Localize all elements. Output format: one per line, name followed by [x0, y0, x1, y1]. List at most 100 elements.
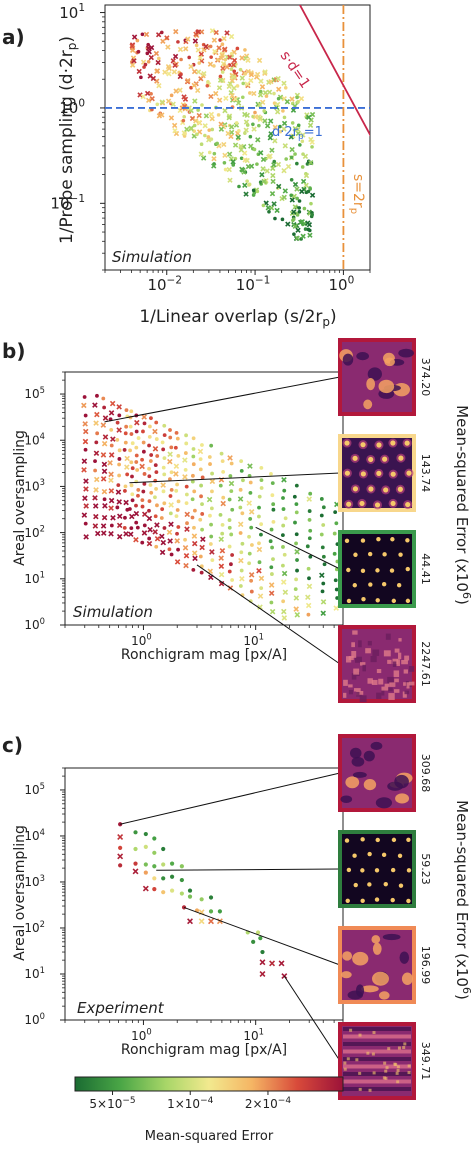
data-cross [212, 48, 218, 55]
data-point [241, 478, 245, 483]
data-cross [266, 154, 272, 160]
data-point [134, 429, 139, 434]
panel-c-ticks: 100 101 100 101 102 103 104 105 [24, 767, 344, 1043]
data-cross [281, 80, 287, 86]
data-cross [117, 853, 124, 860]
data-cross [191, 540, 198, 547]
data-cross [81, 512, 88, 518]
data-point [117, 457, 122, 461]
data-cross [245, 57, 251, 64]
inset-connector [196, 564, 341, 665]
data-point [251, 122, 255, 127]
data-point [147, 443, 151, 448]
colorbar-tick-label: 2×10−4 [245, 1096, 292, 1111]
data-cross [268, 78, 274, 85]
data-point [184, 441, 189, 446]
inset-image: 349.71 [283, 975, 432, 1100]
data-cross [222, 108, 228, 114]
data-cross [146, 515, 153, 522]
data-point [191, 447, 196, 451]
data-cross [109, 400, 116, 407]
data-point [181, 118, 186, 123]
data-cross [213, 29, 219, 36]
data-cross [270, 165, 276, 172]
data-point [124, 424, 129, 429]
data-cross [198, 151, 204, 157]
data-cross [173, 471, 179, 477]
data-point [191, 454, 196, 459]
data-cross [107, 460, 113, 466]
data-point [191, 462, 196, 467]
data-point [129, 483, 134, 488]
data-cross [278, 960, 285, 967]
data-point [229, 67, 234, 71]
data-point [200, 512, 205, 516]
data-cross [174, 538, 180, 544]
data-point [238, 531, 243, 535]
data-point [276, 96, 281, 101]
data-point [141, 489, 146, 494]
data-point [238, 67, 243, 72]
data-cross [82, 428, 89, 435]
data-point [259, 478, 264, 482]
data-point [134, 520, 139, 525]
data-cross [110, 436, 116, 442]
data-point [306, 189, 311, 194]
data-cross [81, 402, 87, 409]
data-cross [207, 61, 214, 67]
data-point [169, 861, 175, 866]
data-point [93, 459, 97, 464]
data-point [124, 408, 129, 413]
data-point [332, 531, 337, 536]
data-point [175, 531, 179, 536]
data-point [162, 526, 167, 530]
data-point [182, 114, 187, 119]
data-point [319, 513, 324, 518]
data-cross [83, 534, 89, 540]
data-point [307, 536, 312, 541]
data-cross [282, 143, 288, 149]
data-point [295, 558, 299, 562]
data-cross [108, 531, 114, 537]
data-point [82, 395, 87, 399]
data-point [257, 494, 262, 499]
data-cross [108, 410, 115, 416]
data-point [187, 55, 191, 60]
data-point [123, 484, 128, 489]
data-cross [308, 159, 314, 166]
data-point [307, 518, 312, 522]
data-cross [269, 960, 276, 967]
data-cross [257, 593, 264, 599]
data-point [259, 465, 264, 470]
data-cross [116, 533, 123, 540]
y-tick-label: 104 [24, 431, 45, 447]
data-cross [248, 509, 255, 515]
data-cross [248, 572, 255, 578]
data-cross [170, 101, 176, 107]
data-cross [281, 570, 288, 577]
data-point [292, 494, 297, 499]
data-cross [184, 126, 190, 132]
data-cross [268, 131, 274, 137]
data-point [167, 547, 172, 552]
data-point [257, 505, 261, 510]
data-point [128, 448, 132, 453]
data-point [294, 483, 299, 488]
data-cross [245, 163, 252, 170]
data-point [306, 612, 311, 617]
data-point [169, 445, 174, 450]
data-cross [298, 96, 305, 102]
data-cross [136, 68, 142, 75]
data-point [238, 487, 243, 492]
data-point [220, 522, 225, 527]
data-point [179, 864, 184, 869]
x-tick-label: 100 [131, 632, 152, 648]
data-point [199, 483, 203, 488]
data-cross [166, 65, 172, 72]
data-cross [102, 434, 109, 440]
data-cross [116, 427, 122, 433]
data-cross [216, 85, 223, 91]
data-cross [192, 555, 198, 562]
data-cross [246, 500, 252, 506]
